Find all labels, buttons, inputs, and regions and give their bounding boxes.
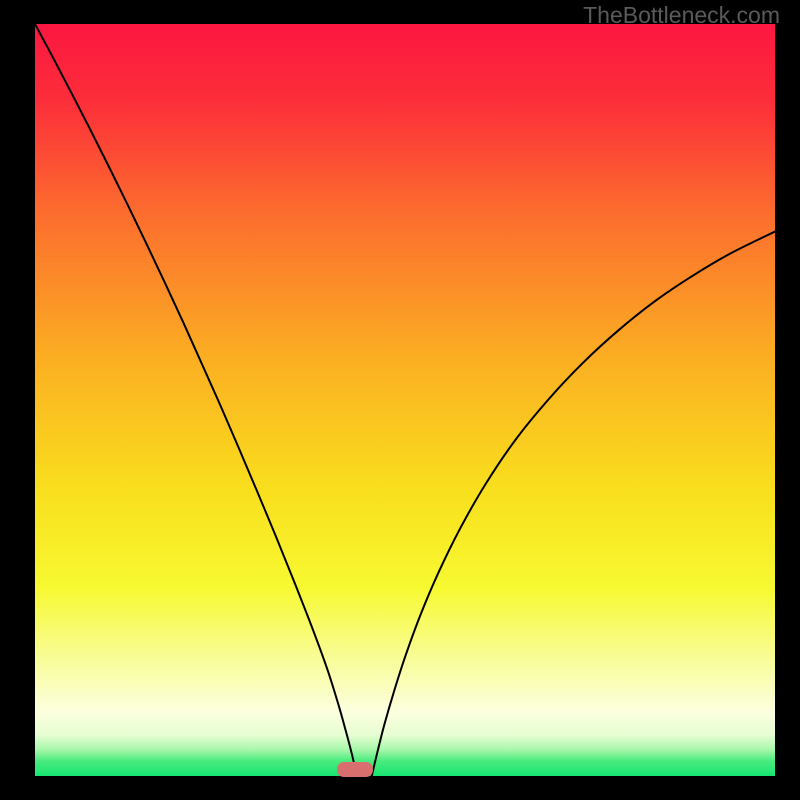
watermark-text: TheBottleneck.com [583, 2, 780, 29]
trough-marker [337, 762, 373, 777]
plot-gradient-area [35, 24, 775, 776]
chart-container: TheBottleneck.com [0, 0, 800, 800]
